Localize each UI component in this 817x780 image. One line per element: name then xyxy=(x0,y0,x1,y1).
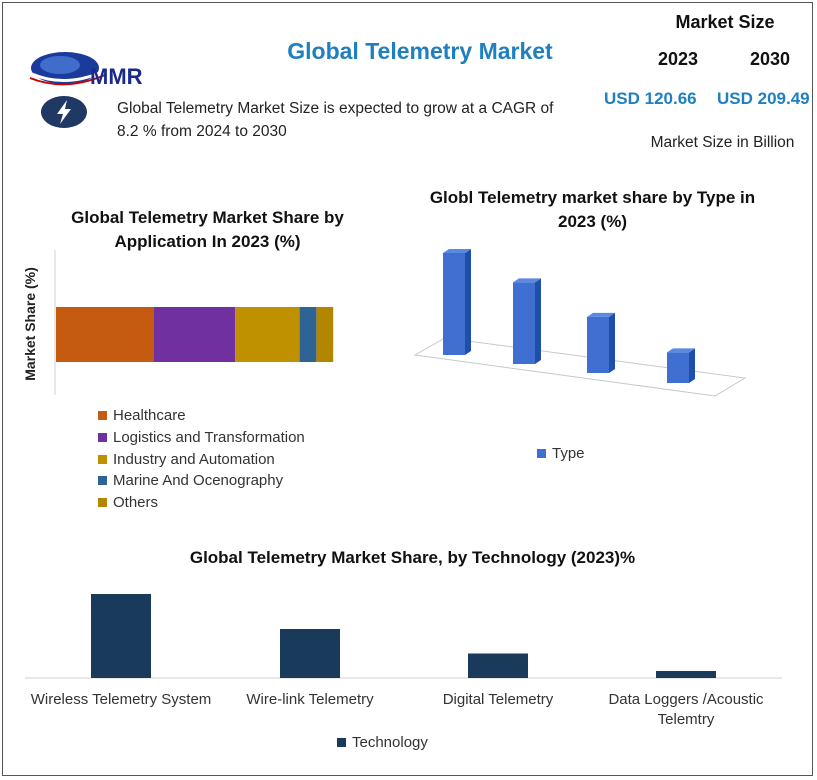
application-chart-title: Global Telemetry Market Share by Applica… xyxy=(71,208,344,251)
type-bar-1 xyxy=(443,253,465,355)
application-legend: Healthcare Logistics and Transformation In… xyxy=(98,405,305,513)
technology-bar-2 xyxy=(280,629,340,678)
technology-tick-label-4: Data Loggers /Acoustic Telemtry xyxy=(608,691,764,728)
market-size-heading: Market Size xyxy=(675,12,775,32)
application-bar-segment-4 xyxy=(299,307,317,362)
type-chart-floor xyxy=(413,337,747,397)
application-bar-segment-3 xyxy=(235,307,300,362)
type-legend-swatch xyxy=(537,449,546,458)
type-bar-side-4 xyxy=(689,348,695,383)
technology-legend-swatch xyxy=(337,738,346,747)
application-legend-item: Healthcare xyxy=(98,405,305,427)
technology-tick-label-2: Wire-link Telemetry xyxy=(246,691,374,708)
type-bar-top-2 xyxy=(513,278,541,283)
type-bar-side-2 xyxy=(535,278,541,364)
legend-label: Industry and Automation xyxy=(113,450,275,468)
lightning-bolt-icon xyxy=(40,95,88,129)
application-legend-item: Marine And Ocenography xyxy=(98,470,305,492)
application-bar-segment-1 xyxy=(56,307,154,362)
legend-label: Healthcare xyxy=(113,407,186,425)
company-logo: MMR xyxy=(20,48,160,93)
legend-swatch xyxy=(98,498,107,508)
legend-swatch xyxy=(98,476,107,486)
technology-bar-1 xyxy=(91,594,151,678)
type-legend: Type xyxy=(537,445,585,462)
technology-bar-4 xyxy=(656,671,716,678)
type-chart-title: Globl Telemetry market share by Type in … xyxy=(429,188,756,231)
application-bar-segment-5 xyxy=(316,307,334,362)
type-bar-4 xyxy=(667,352,689,383)
legend-label: Marine And Ocenography xyxy=(113,472,284,490)
market-size-unit: Market Size in Billion xyxy=(650,134,795,151)
application-legend-item: Others xyxy=(98,492,305,514)
type-bar-side-3 xyxy=(609,312,615,373)
value-end: USD 209.49 xyxy=(717,89,810,108)
application-legend-item: Logistics and Transformation xyxy=(98,427,305,449)
type-bar-3 xyxy=(587,316,609,373)
application-bar-segment-2 xyxy=(154,307,236,362)
legend-swatch xyxy=(98,454,107,464)
value-start: USD 120.66 xyxy=(604,89,697,108)
technology-chart: Wireless Telemetry System Wire-link Telem… xyxy=(25,594,782,728)
technology-legend-label: Technology xyxy=(352,734,428,751)
type-bar-top-3 xyxy=(587,312,615,317)
type-bar-top-1 xyxy=(443,249,471,253)
page-title: Global Telemetry Market xyxy=(287,38,553,64)
technology-tick-label-1: Wireless Telemetry System xyxy=(31,691,212,708)
technology-chart-title: Global Telemetry Market Share, by Techno… xyxy=(189,548,636,567)
technology-legend: Technology xyxy=(337,734,428,751)
logo-text: MMR xyxy=(90,64,143,89)
application-y-axis-label: Market Share (%) xyxy=(22,267,38,381)
application-chart: Market Share (%) xyxy=(22,250,334,395)
type-chart xyxy=(413,249,747,397)
type-bar-2 xyxy=(513,282,535,364)
technology-bar-3 xyxy=(468,653,528,678)
technology-tick-label-3: Digital Telemetry xyxy=(443,691,554,708)
type-legend-label: Type xyxy=(552,445,585,462)
cagr-summary: Global Telemetry Market Size is expected… xyxy=(117,100,554,140)
legend-label: Others xyxy=(113,494,159,512)
type-bar-top-4 xyxy=(667,348,695,353)
legend-swatch xyxy=(98,411,107,421)
year-end: 2030 xyxy=(750,49,791,69)
application-legend-item: Industry and Automation xyxy=(98,448,305,470)
type-bar-side-1 xyxy=(465,249,471,355)
legend-label: Logistics and Transformation xyxy=(113,429,305,447)
year-start: 2023 xyxy=(658,49,699,69)
legend-swatch xyxy=(98,433,107,443)
